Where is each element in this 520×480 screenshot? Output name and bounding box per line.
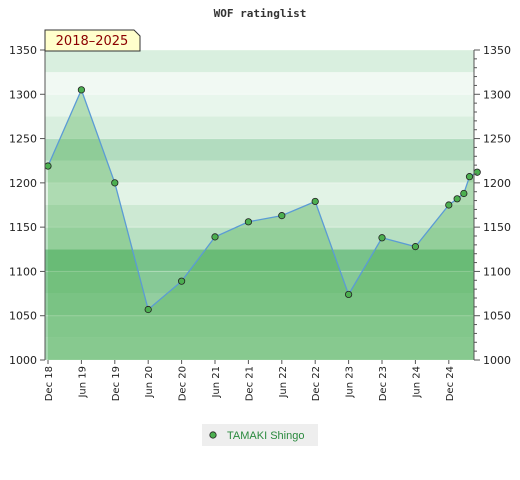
- data-point: [465, 173, 474, 181]
- x-axis-ticks: Dec 18 Jun 19 Dec 19 Jun 20 Dec 20 Jun 21 Dec …: [44, 360, 456, 401]
- right-tick-label: 1250: [483, 133, 511, 146]
- x-tick-label: Dec 24: [445, 366, 456, 401]
- data-point: [344, 290, 353, 299]
- background-band: [45, 205, 474, 228]
- left-tick-label: 1100: [9, 265, 37, 278]
- data-point: [77, 86, 86, 94]
- x-tick-label: Dec 20: [178, 366, 189, 401]
- left-axis-ticks: 1000 1050 1100 1150 1200 1250 1300 1350: [9, 44, 45, 367]
- data-point: [211, 233, 219, 241]
- left-tick-label: 1200: [9, 177, 37, 190]
- data-point: [178, 277, 186, 285]
- left-tick-label: 1050: [9, 310, 37, 323]
- left-tick-label: 1350: [9, 44, 37, 57]
- badge-background: [44, 29, 141, 52]
- background-band: [45, 182, 474, 205]
- period-badge: 2018–2025: [44, 29, 141, 52]
- right-tick-label: 1350: [483, 44, 511, 57]
- background-band: [45, 227, 474, 250]
- right-tick-label: 1200: [483, 177, 511, 190]
- data-point: [311, 197, 319, 206]
- legend[interactable]: TAMAKI Shingo: [202, 424, 318, 446]
- x-tick-label: Dec 22: [311, 366, 322, 401]
- chart-title: WOF ratinglist: [214, 7, 307, 20]
- background-band: [45, 293, 474, 316]
- left-tick-label: 1000: [9, 354, 37, 367]
- background-band: [45, 94, 474, 117]
- right-axis-ticks: 1000 1050 1100 1150 1200 1250 1300 1350: [474, 44, 511, 367]
- legend-box: [202, 424, 318, 446]
- data-point: [278, 212, 286, 220]
- x-tick-label: Dec 23: [378, 366, 389, 401]
- badge-label: 2018–2025: [56, 34, 129, 49]
- right-tick-label: 1100: [483, 265, 511, 278]
- data-point: [244, 218, 252, 226]
- x-tick-label: Jun 22: [278, 366, 289, 399]
- x-tick-label: Dec 19: [111, 366, 122, 401]
- data-point: [453, 195, 461, 203]
- data-point: [411, 243, 419, 251]
- left-tick-label: 1250: [9, 133, 37, 146]
- left-tick-label: 1300: [9, 88, 37, 101]
- background-band: [45, 271, 474, 294]
- data-point: [44, 162, 52, 170]
- right-tick-label: 1050: [483, 310, 511, 323]
- background-band: [45, 315, 474, 338]
- background-bands: [45, 50, 474, 360]
- rating-area: [48, 89, 478, 361]
- x-tick-label: Jun 21: [211, 366, 222, 399]
- data-point: [144, 305, 152, 314]
- x-tick-label: Dec 18: [44, 366, 55, 401]
- background-band: [45, 138, 474, 161]
- data-point: [460, 189, 468, 198]
- legend-marker: [209, 431, 217, 439]
- right-tick-label: 1000: [483, 354, 511, 367]
- data-point: [111, 179, 119, 187]
- background-band: [45, 116, 474, 139]
- right-tick-label: 1300: [483, 88, 511, 101]
- background-band: [45, 249, 474, 272]
- left-tick-label: 1150: [9, 221, 37, 234]
- background-band: [45, 337, 474, 360]
- legend-label: TAMAKI Shingo: [227, 430, 304, 442]
- x-tick-label: Jun 19: [77, 366, 88, 399]
- x-tick-label: Jun 23: [345, 366, 356, 399]
- right-tick-label: 1150: [483, 221, 511, 234]
- x-tick-label: Jun 20: [144, 366, 155, 399]
- background-band: [45, 72, 474, 95]
- data-point: [445, 201, 453, 209]
- x-tick-label: Jun 24: [411, 366, 422, 399]
- background-band: [45, 160, 474, 183]
- background-band: [45, 50, 474, 73]
- data-points: [44, 86, 481, 314]
- data-point: [378, 234, 386, 242]
- x-tick-label: Dec 21: [244, 366, 255, 401]
